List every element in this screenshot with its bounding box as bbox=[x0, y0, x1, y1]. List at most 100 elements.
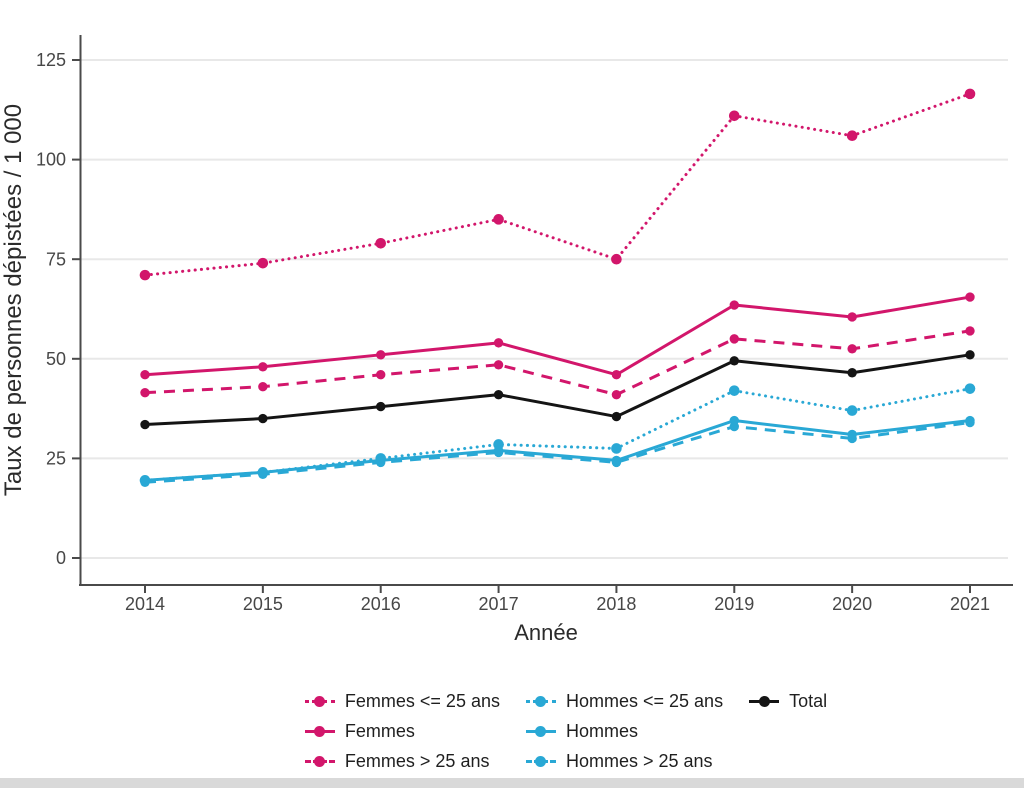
data-point bbox=[965, 415, 975, 426]
data-point bbox=[611, 253, 622, 265]
legend-marker-dashed-line-icon bbox=[304, 755, 335, 768]
x-tick-label: 2016 bbox=[361, 594, 401, 614]
chart-legend: Femmes <= 25 ans Femmes Femmes > 25 ans Hom… bbox=[0, 686, 1024, 776]
data-point bbox=[729, 356, 739, 366]
series-line bbox=[144, 329, 971, 397]
data-point bbox=[964, 88, 976, 100]
legend-item: Hommes <= 25 ans bbox=[525, 686, 724, 716]
legend-marker-solid-line-icon bbox=[525, 725, 556, 738]
data-point bbox=[257, 257, 269, 269]
data-point bbox=[140, 419, 150, 430]
data-point bbox=[611, 443, 622, 454]
legend-label: Hommes <= 25 ans bbox=[565, 690, 724, 711]
series-line bbox=[144, 353, 971, 427]
legend-dot-icon bbox=[535, 755, 547, 767]
data-point bbox=[611, 389, 622, 400]
legend-dot-icon bbox=[314, 725, 326, 737]
data-point bbox=[611, 455, 622, 466]
data-point bbox=[258, 413, 268, 424]
data-point bbox=[965, 350, 975, 360]
x-tick-label: 2021 bbox=[950, 594, 990, 614]
data-point bbox=[376, 401, 386, 412]
data-point bbox=[611, 411, 622, 422]
x-tick-label: 2014 bbox=[125, 594, 165, 614]
data-point bbox=[493, 445, 504, 456]
gridlines bbox=[80, 59, 1008, 559]
data-point bbox=[258, 362, 268, 372]
data-point bbox=[729, 300, 739, 310]
y-tick-label: 75 bbox=[46, 249, 66, 269]
legend-label: Femmes bbox=[344, 720, 415, 741]
data-point bbox=[847, 368, 857, 378]
data-point bbox=[375, 237, 387, 249]
y-tick-label: 25 bbox=[46, 449, 66, 469]
data-point bbox=[847, 429, 857, 440]
line-chart: 0 25 50 75 100 125 2014 2015 2016 2017 2018 2019 202… bbox=[0, 35, 1013, 645]
data-series bbox=[139, 88, 976, 488]
data-point bbox=[847, 312, 857, 322]
legend-dot-icon bbox=[535, 725, 547, 737]
legend-dot-icon bbox=[314, 755, 326, 767]
x-tick-label: 2019 bbox=[714, 594, 754, 614]
x-tick-label: 2018 bbox=[596, 594, 636, 614]
legend-item: Femmes <= 25 ans bbox=[304, 686, 500, 716]
x-axis-title: Année bbox=[514, 620, 578, 645]
legend-item: Femmes bbox=[304, 716, 500, 746]
legend-item: Hommes bbox=[525, 716, 723, 746]
y-tick-label: 100 bbox=[36, 150, 66, 170]
data-point bbox=[493, 338, 504, 348]
series-line bbox=[143, 92, 972, 277]
legend-dot-icon bbox=[314, 695, 326, 707]
data-point bbox=[728, 385, 740, 396]
data-point bbox=[846, 405, 858, 416]
axes: 0 25 50 75 100 125 2014 2015 2016 2017 2018 2019 202… bbox=[36, 35, 1013, 614]
legend-grid: Femmes <= 25 ans Femmes Femmes > 25 ans Hom… bbox=[304, 686, 828, 776]
series-line bbox=[144, 295, 971, 377]
legend-marker-dotted-line-icon bbox=[525, 695, 556, 708]
data-point bbox=[493, 214, 504, 225]
data-point bbox=[258, 467, 268, 478]
data-point bbox=[376, 370, 386, 380]
data-point bbox=[140, 370, 150, 380]
x-tick-label: 2017 bbox=[479, 594, 519, 614]
data-point bbox=[847, 344, 857, 354]
x-tick-label: 2020 bbox=[832, 594, 872, 614]
data-point bbox=[140, 475, 150, 486]
data-point bbox=[965, 292, 975, 302]
data-point bbox=[493, 389, 504, 400]
bottom-strip bbox=[0, 778, 1024, 788]
data-point bbox=[611, 370, 622, 380]
data-point bbox=[729, 334, 739, 344]
y-axis-title: Taux de personnes dépistées / 1 000 bbox=[0, 104, 27, 496]
series-line bbox=[144, 419, 971, 482]
legend-marker-solid-line-icon bbox=[304, 725, 335, 738]
y-tick-label: 0 bbox=[56, 548, 66, 568]
x-tick-label: 2015 bbox=[243, 594, 283, 614]
legend-label: Femmes <= 25 ans bbox=[344, 690, 500, 711]
data-point bbox=[258, 381, 268, 392]
data-point bbox=[965, 326, 975, 336]
data-point bbox=[493, 360, 504, 370]
legend-label: Femmes > 25 ans bbox=[344, 750, 490, 771]
series-line bbox=[144, 421, 971, 484]
legend-label: Hommes > 25 ans bbox=[565, 750, 713, 771]
y-tick-label: 50 bbox=[46, 349, 66, 369]
legend-label: Hommes bbox=[565, 720, 638, 741]
data-point bbox=[140, 387, 150, 398]
legend-marker-dotted-line-icon bbox=[304, 695, 335, 708]
legend-label: Total bbox=[789, 690, 828, 711]
data-point bbox=[139, 269, 151, 281]
legend-item: Hommes > 25 ans bbox=[525, 746, 723, 776]
data-point bbox=[729, 415, 739, 426]
data-point bbox=[376, 455, 386, 466]
data-point bbox=[376, 350, 386, 360]
data-point bbox=[964, 383, 976, 394]
legend-marker-dashed-line-icon bbox=[525, 755, 556, 768]
data-point bbox=[728, 110, 740, 122]
legend-dot-icon bbox=[758, 695, 770, 707]
y-tick-label: 125 bbox=[36, 50, 66, 70]
data-point bbox=[846, 130, 858, 141]
legend-item: Femmes > 25 ans bbox=[304, 746, 500, 776]
legend-dot-icon bbox=[535, 695, 547, 707]
